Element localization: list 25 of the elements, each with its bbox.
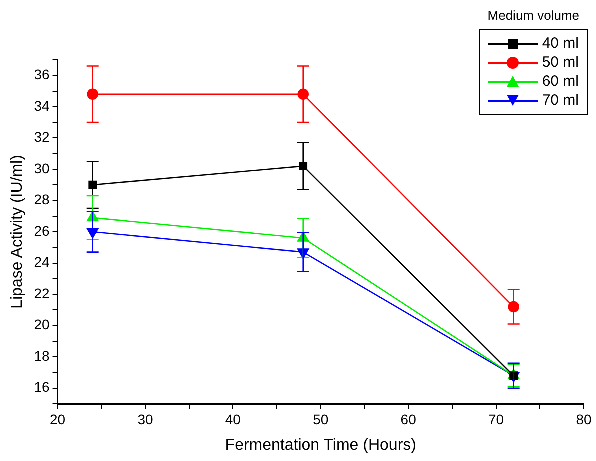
x-tick-label: 50 — [313, 411, 329, 428]
y-tick-label: 28 — [34, 192, 50, 208]
x-tick-label: 40 — [225, 411, 242, 428]
y-tick-label: 18 — [34, 348, 50, 364]
y-tick-label: 20 — [34, 316, 50, 333]
legend-label: 70 ml — [542, 92, 579, 109]
x-tick-label: 60 — [400, 411, 417, 428]
y-tick-label: 22 — [34, 285, 50, 302]
y-tick-label: 34 — [34, 98, 50, 114]
legend-label: 50 ml — [542, 54, 579, 71]
x-tick-label: 20 — [50, 411, 66, 428]
legend-label: 40 ml — [542, 35, 579, 52]
x-tick-label: 80 — [576, 411, 592, 428]
legend-label: 60 ml — [542, 73, 579, 90]
y-axis-title: Lipase Activity (IU/ml) — [9, 155, 26, 309]
x-tick-label: 30 — [138, 411, 154, 428]
y-tick-label: 16 — [34, 379, 50, 396]
x-tick-label: 70 — [488, 411, 504, 428]
y-tick-label: 30 — [34, 160, 50, 176]
y-tick-label: 24 — [34, 254, 50, 270]
y-tick-label: 32 — [34, 129, 50, 146]
x-axis-title: Fermentation Time (Hours) — [225, 436, 416, 454]
legend-title: Medium volume — [486, 8, 581, 23]
y-tick-label: 26 — [34, 222, 50, 239]
y-tick-label: 36 — [34, 66, 50, 82]
